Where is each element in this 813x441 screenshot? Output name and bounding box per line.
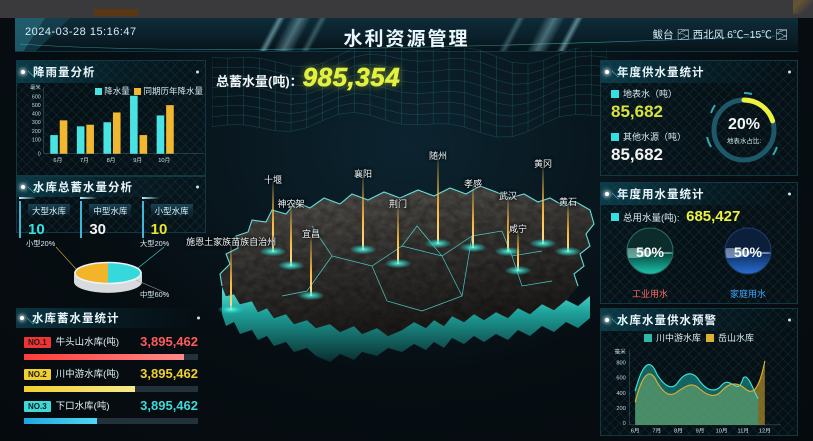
svg-text:50%: 50% <box>636 244 665 260</box>
svg-text:8月: 8月 <box>674 427 683 434</box>
svg-text:0: 0 <box>623 421 626 427</box>
svg-text:100: 100 <box>32 137 41 143</box>
svg-text:9月: 9月 <box>696 427 705 434</box>
svg-text:300: 300 <box>32 120 41 126</box>
svg-text:12月: 12月 <box>759 427 771 434</box>
svg-text:500: 500 <box>32 103 41 109</box>
svg-text:大型20%: 大型20% <box>140 239 170 248</box>
svg-text:毫米: 毫米 <box>614 347 626 355</box>
svg-text:11月: 11月 <box>738 427 749 434</box>
svg-text:0: 0 <box>38 152 41 158</box>
svg-text:600: 600 <box>32 95 41 101</box>
svg-text:7月: 7月 <box>80 157 89 164</box>
svg-text:地表水占比:: 地表水占比: <box>727 136 762 145</box>
svg-text:600: 600 <box>616 376 625 382</box>
svg-text:中型60%: 中型60% <box>140 290 170 299</box>
svg-text:7月: 7月 <box>652 427 661 434</box>
svg-text:20%: 20% <box>728 116 760 133</box>
svg-text:小型20%: 小型20% <box>26 239 56 248</box>
svg-text:10月: 10月 <box>716 427 728 434</box>
svg-text:10月: 10月 <box>158 157 170 164</box>
svg-text:800: 800 <box>616 361 625 367</box>
svg-text:200: 200 <box>32 129 41 135</box>
svg-text:200: 200 <box>616 406 625 412</box>
svg-text:8月: 8月 <box>107 157 116 164</box>
svg-text:6月: 6月 <box>631 427 640 434</box>
svg-text:毫米: 毫米 <box>30 83 41 91</box>
svg-text:400: 400 <box>616 391 625 397</box>
svg-text:6月: 6月 <box>53 157 62 164</box>
svg-text:50%: 50% <box>734 244 763 260</box>
svg-text:400: 400 <box>32 112 41 118</box>
svg-text:9月: 9月 <box>133 157 142 164</box>
